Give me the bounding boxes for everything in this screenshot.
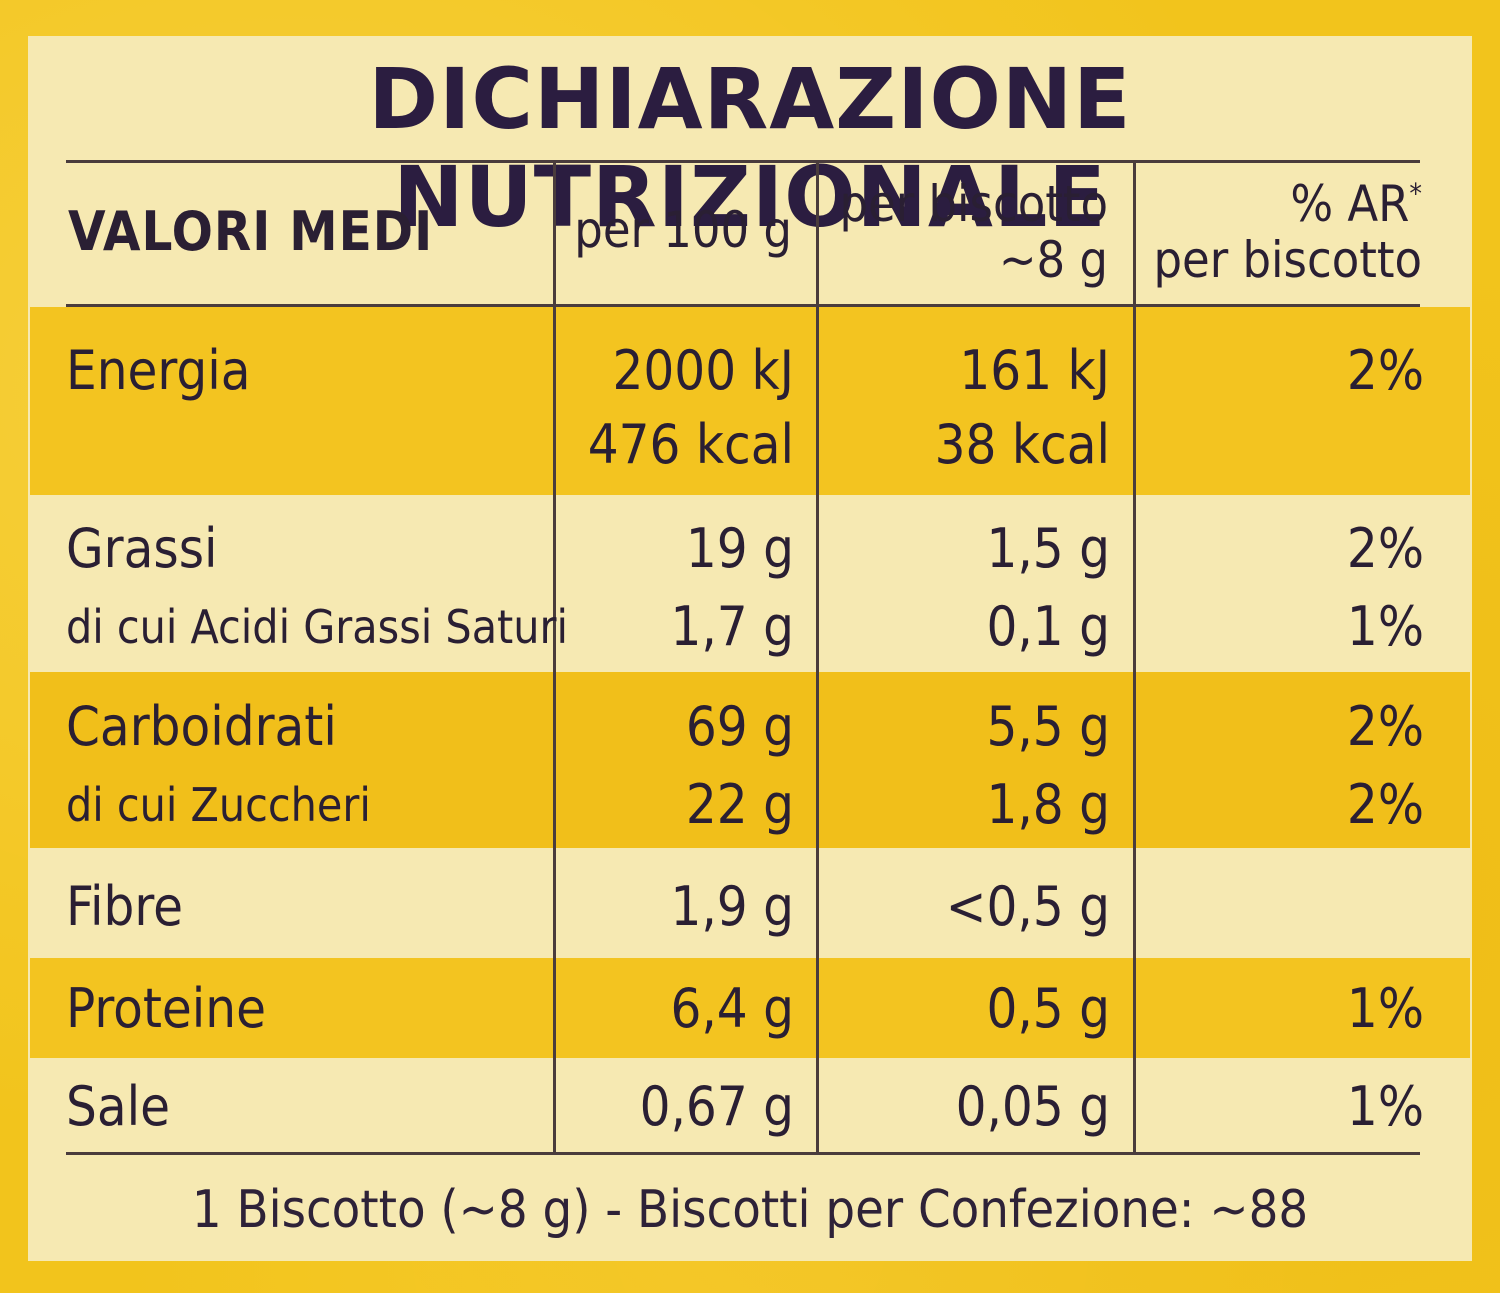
- page-title: DICHIARAZIONE NUTRIZIONALE: [368, 50, 1132, 246]
- header-per-biscotto-line2: ~8 g: [998, 231, 1108, 289]
- row-label-proteine: Proteine: [66, 977, 266, 1040]
- header-valori-medi: VALORI MEDI: [68, 200, 434, 263]
- value-sale-per100: 0,67 g: [639, 1075, 794, 1138]
- value-grassi-perbiscotto: 1,5 g: [986, 517, 1110, 580]
- band-energia: [30, 307, 1470, 495]
- table-top-rule: [66, 160, 1420, 163]
- value-carboidrati-per100: 69 g: [685, 695, 794, 758]
- value-energia-perbiscotto-kcal: 38 kcal: [934, 413, 1110, 476]
- value-energia-per100-kj: 2000 kJ: [612, 339, 795, 402]
- col-divider-3: [1133, 162, 1136, 1154]
- value-zuccheri-ar: 2%: [1346, 773, 1424, 836]
- header-ar-text: % AR: [1290, 175, 1410, 233]
- value-grassi-per100: 19 g: [685, 517, 794, 580]
- value-zuccheri-perbiscotto: 1,8 g: [986, 773, 1110, 836]
- value-energia-perbiscotto-kj: 161 kJ: [959, 339, 1110, 402]
- value-sale-ar: 1%: [1346, 1075, 1424, 1138]
- value-carboidrati-ar: 2%: [1346, 695, 1424, 758]
- row-label-zuccheri: di cui Zuccheri: [66, 778, 371, 832]
- header-per-biscotto-line1: per biscotto: [839, 175, 1108, 233]
- col-divider-2: [816, 162, 819, 1154]
- header-per-100g: per 100 g: [574, 201, 792, 259]
- value-proteine-ar: 1%: [1346, 977, 1424, 1040]
- value-sale-perbiscotto: 0,05 g: [955, 1075, 1110, 1138]
- value-fibre-per100: 1,9 g: [670, 875, 794, 938]
- header-ar-asterisk: *: [1409, 177, 1422, 210]
- row-label-energia: Energia: [66, 339, 251, 402]
- header-per-biscotto: per biscotto ~8 g: [839, 176, 1108, 288]
- band-carboidrati: [30, 672, 1470, 848]
- table-bottom-rule: [66, 1152, 1420, 1155]
- value-fibre-perbiscotto: <0,5 g: [945, 875, 1110, 938]
- value-saturi-ar: 1%: [1346, 595, 1424, 658]
- value-proteine-perbiscotto: 0,5 g: [986, 977, 1110, 1040]
- header-rule: [66, 304, 1420, 307]
- header-ar-line2: per biscotto: [1153, 231, 1422, 289]
- value-zuccheri-per100: 22 g: [685, 773, 794, 836]
- value-grassi-ar: 2%: [1346, 517, 1424, 580]
- row-label-fibre: Fibre: [66, 875, 184, 938]
- row-label-carboidrati: Carboidrati: [66, 695, 337, 758]
- value-energia-per100-kcal: 476 kcal: [587, 413, 794, 476]
- value-proteine-per100: 6,4 g: [670, 977, 794, 1040]
- value-saturi-per100: 1,7 g: [670, 595, 794, 658]
- serving-footnote: 1 Biscotto (~8 g) - Biscotti per Confezi…: [191, 1180, 1309, 1240]
- row-label-saturi: di cui Acidi Grassi Saturi: [66, 600, 569, 654]
- header-ar-line1: % AR*: [1153, 176, 1422, 232]
- header-ar: % AR* per biscotto: [1153, 176, 1422, 288]
- row-label-sale: Sale: [66, 1075, 171, 1138]
- value-energia-ar: 2%: [1346, 339, 1424, 402]
- row-label-grassi: Grassi: [66, 517, 218, 580]
- band-proteine: [30, 958, 1470, 1058]
- value-carboidrati-perbiscotto: 5,5 g: [986, 695, 1110, 758]
- value-saturi-perbiscotto: 0,1 g: [986, 595, 1110, 658]
- col-divider-1: [553, 162, 556, 1154]
